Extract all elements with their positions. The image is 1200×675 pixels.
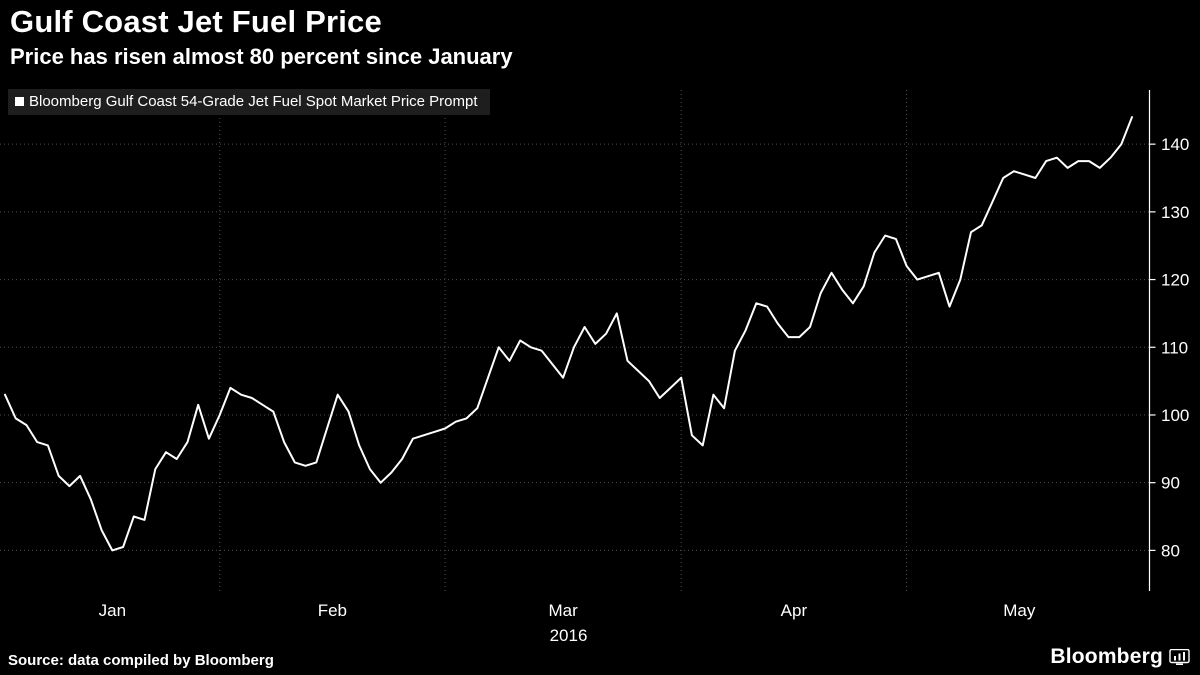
y-tick-label: 110 bbox=[1161, 338, 1188, 357]
x-tick-label: May bbox=[1003, 601, 1036, 620]
page-subtitle: Price has risen almost 80 percent since … bbox=[10, 44, 513, 69]
y-tick-label: 130 bbox=[1161, 203, 1189, 222]
bloomberg-terminal-icon bbox=[1169, 649, 1190, 665]
y-tick-label: 140 bbox=[1161, 135, 1189, 154]
chart-legend: Bloomberg Gulf Coast 54-Grade Jet Fuel S… bbox=[8, 89, 490, 115]
y-tick-label: 80 bbox=[1161, 541, 1180, 560]
x-tick-label: Jan bbox=[99, 601, 126, 620]
legend-square-marker-icon bbox=[15, 97, 24, 106]
x-tick-label: Feb bbox=[318, 601, 347, 620]
bloomberg-logo: Bloomberg bbox=[1050, 645, 1190, 669]
y-tick-label: 90 bbox=[1161, 474, 1180, 493]
y-tick-label: 120 bbox=[1161, 271, 1189, 290]
x-axis-year-label: 2016 bbox=[550, 626, 588, 645]
x-tick-label: Apr bbox=[781, 601, 808, 620]
legend-label: Bloomberg Gulf Coast 54-Grade Jet Fuel S… bbox=[29, 93, 478, 110]
page-title: Gulf Coast Jet Fuel Price bbox=[10, 4, 382, 39]
source-note: Source: data compiled by Bloomberg bbox=[8, 652, 274, 669]
series-line bbox=[4, 116, 1133, 552]
x-tick-label: Mar bbox=[548, 601, 578, 620]
y-tick-label: 100 bbox=[1161, 406, 1189, 425]
bloomberg-wordmark: Bloomberg bbox=[1050, 645, 1163, 668]
